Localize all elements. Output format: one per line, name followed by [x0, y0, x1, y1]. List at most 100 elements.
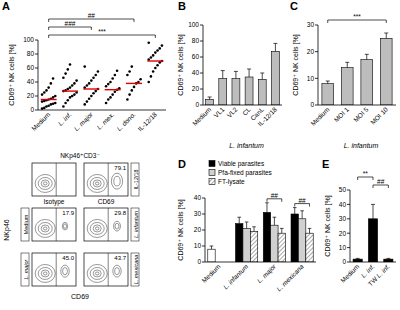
- y-tick: [200, 41, 203, 42]
- plot-frame: [84, 163, 128, 196]
- plot-area: [208, 203, 313, 262]
- bar: [384, 259, 393, 262]
- error-bar: [386, 258, 390, 260]
- dot: [128, 70, 131, 73]
- gate-line: [56, 163, 57, 196]
- median-line: [147, 60, 163, 61]
- dot: [47, 105, 50, 108]
- y-tick-label: 0: [310, 101, 314, 108]
- dot: [71, 95, 74, 98]
- dot: [128, 93, 131, 96]
- significance-label: ##: [88, 12, 96, 19]
- bar: [361, 60, 373, 105]
- condition-label: L. mexicana: [133, 255, 139, 285]
- text-part: L. infantum: [222, 262, 250, 290]
- dot: [161, 44, 164, 47]
- y-tick-label: 60: [192, 53, 200, 60]
- text-part: L. major: [72, 110, 95, 133]
- bar: [236, 224, 243, 262]
- gate-line: [108, 163, 109, 196]
- error-bar: [245, 222, 249, 228]
- plot-area: [206, 43, 280, 105]
- x-tick-label: Medium: [191, 106, 212, 127]
- contour: [87, 264, 107, 282]
- dot: [62, 77, 65, 80]
- dot: [139, 78, 142, 81]
- y-tick: [200, 25, 203, 26]
- dot: [73, 82, 76, 85]
- panel-label: E: [322, 158, 329, 170]
- y-tick: [202, 230, 205, 231]
- x-tick-label: Medium: [30, 111, 51, 132]
- dot: [105, 102, 108, 105]
- y-axis-line: [350, 190, 351, 262]
- panel-label: B: [178, 0, 186, 12]
- y-tick-label: 80: [192, 37, 200, 44]
- contour: [38, 267, 52, 279]
- y-tick-label: 40: [192, 69, 200, 76]
- plot-x-label: CD69: [98, 198, 115, 205]
- legend-swatch: [209, 161, 215, 167]
- dot: [105, 85, 108, 88]
- x-tick-label: Medium: [309, 106, 330, 127]
- error-bar: [371, 204, 375, 218]
- positive-contour: [62, 222, 67, 230]
- dot: [152, 70, 155, 73]
- plot-frame: [84, 253, 128, 286]
- dot: [88, 98, 91, 101]
- contour-group: [35, 163, 56, 196]
- y-tick: [315, 25, 318, 26]
- dot: [107, 83, 110, 86]
- y-tick-label: 100: [188, 21, 199, 28]
- significance-bracket: [49, 19, 134, 22]
- gate-percentage: 29.8: [114, 210, 126, 216]
- x-tick-label: L. mexicana: [275, 262, 305, 292]
- contour: [63, 268, 68, 275]
- y-tick: [347, 218, 350, 219]
- contour: [115, 268, 120, 275]
- dot: [147, 81, 150, 84]
- error-bar: [237, 217, 241, 223]
- dot: [47, 86, 50, 89]
- contour: [90, 177, 104, 189]
- bar: [258, 79, 266, 105]
- dot: [111, 93, 114, 96]
- y-tick-label: 0: [30, 106, 34, 113]
- x-tick-label: L. inf.: [57, 111, 73, 127]
- contour: [95, 227, 99, 230]
- contour: [90, 222, 104, 234]
- contour: [93, 225, 101, 232]
- x-axis-line: [203, 105, 282, 106]
- y-tick: [35, 54, 38, 55]
- bar: [206, 99, 214, 105]
- bar: [341, 68, 353, 105]
- contour: [35, 264, 55, 282]
- y-axis-label: NKp46: [3, 219, 11, 241]
- legend-label: Viable parasites: [218, 160, 265, 168]
- significance-bracket: [49, 35, 156, 38]
- contour: [93, 270, 101, 277]
- y-tick-label: 40: [194, 194, 202, 201]
- label-box: [131, 253, 139, 286]
- panel-label: C: [290, 0, 298, 12]
- median-line: [105, 89, 121, 90]
- x-tick-label: L. dono.: [115, 111, 137, 133]
- x-tick-label: IL-12/18: [136, 110, 158, 132]
- y-axis-label: CD69⁺ NK cells [%]: [324, 195, 332, 256]
- plot-area: [322, 33, 392, 105]
- dot: [83, 65, 86, 68]
- y-tick: [200, 105, 203, 106]
- x-axis-line: [350, 262, 396, 263]
- significance-bracket: [49, 27, 92, 30]
- y-tick-label: 80: [27, 50, 35, 57]
- dot: [64, 102, 67, 105]
- x-axis-label: L. infantum: [229, 142, 264, 149]
- significance-label: ###: [65, 20, 76, 27]
- plot-area: [353, 204, 393, 262]
- dot: [116, 70, 119, 73]
- dot: [75, 79, 78, 82]
- contour: [87, 219, 107, 237]
- error-bar: [265, 203, 269, 213]
- y-tick-label: 0: [195, 101, 199, 108]
- median-line: [62, 90, 78, 91]
